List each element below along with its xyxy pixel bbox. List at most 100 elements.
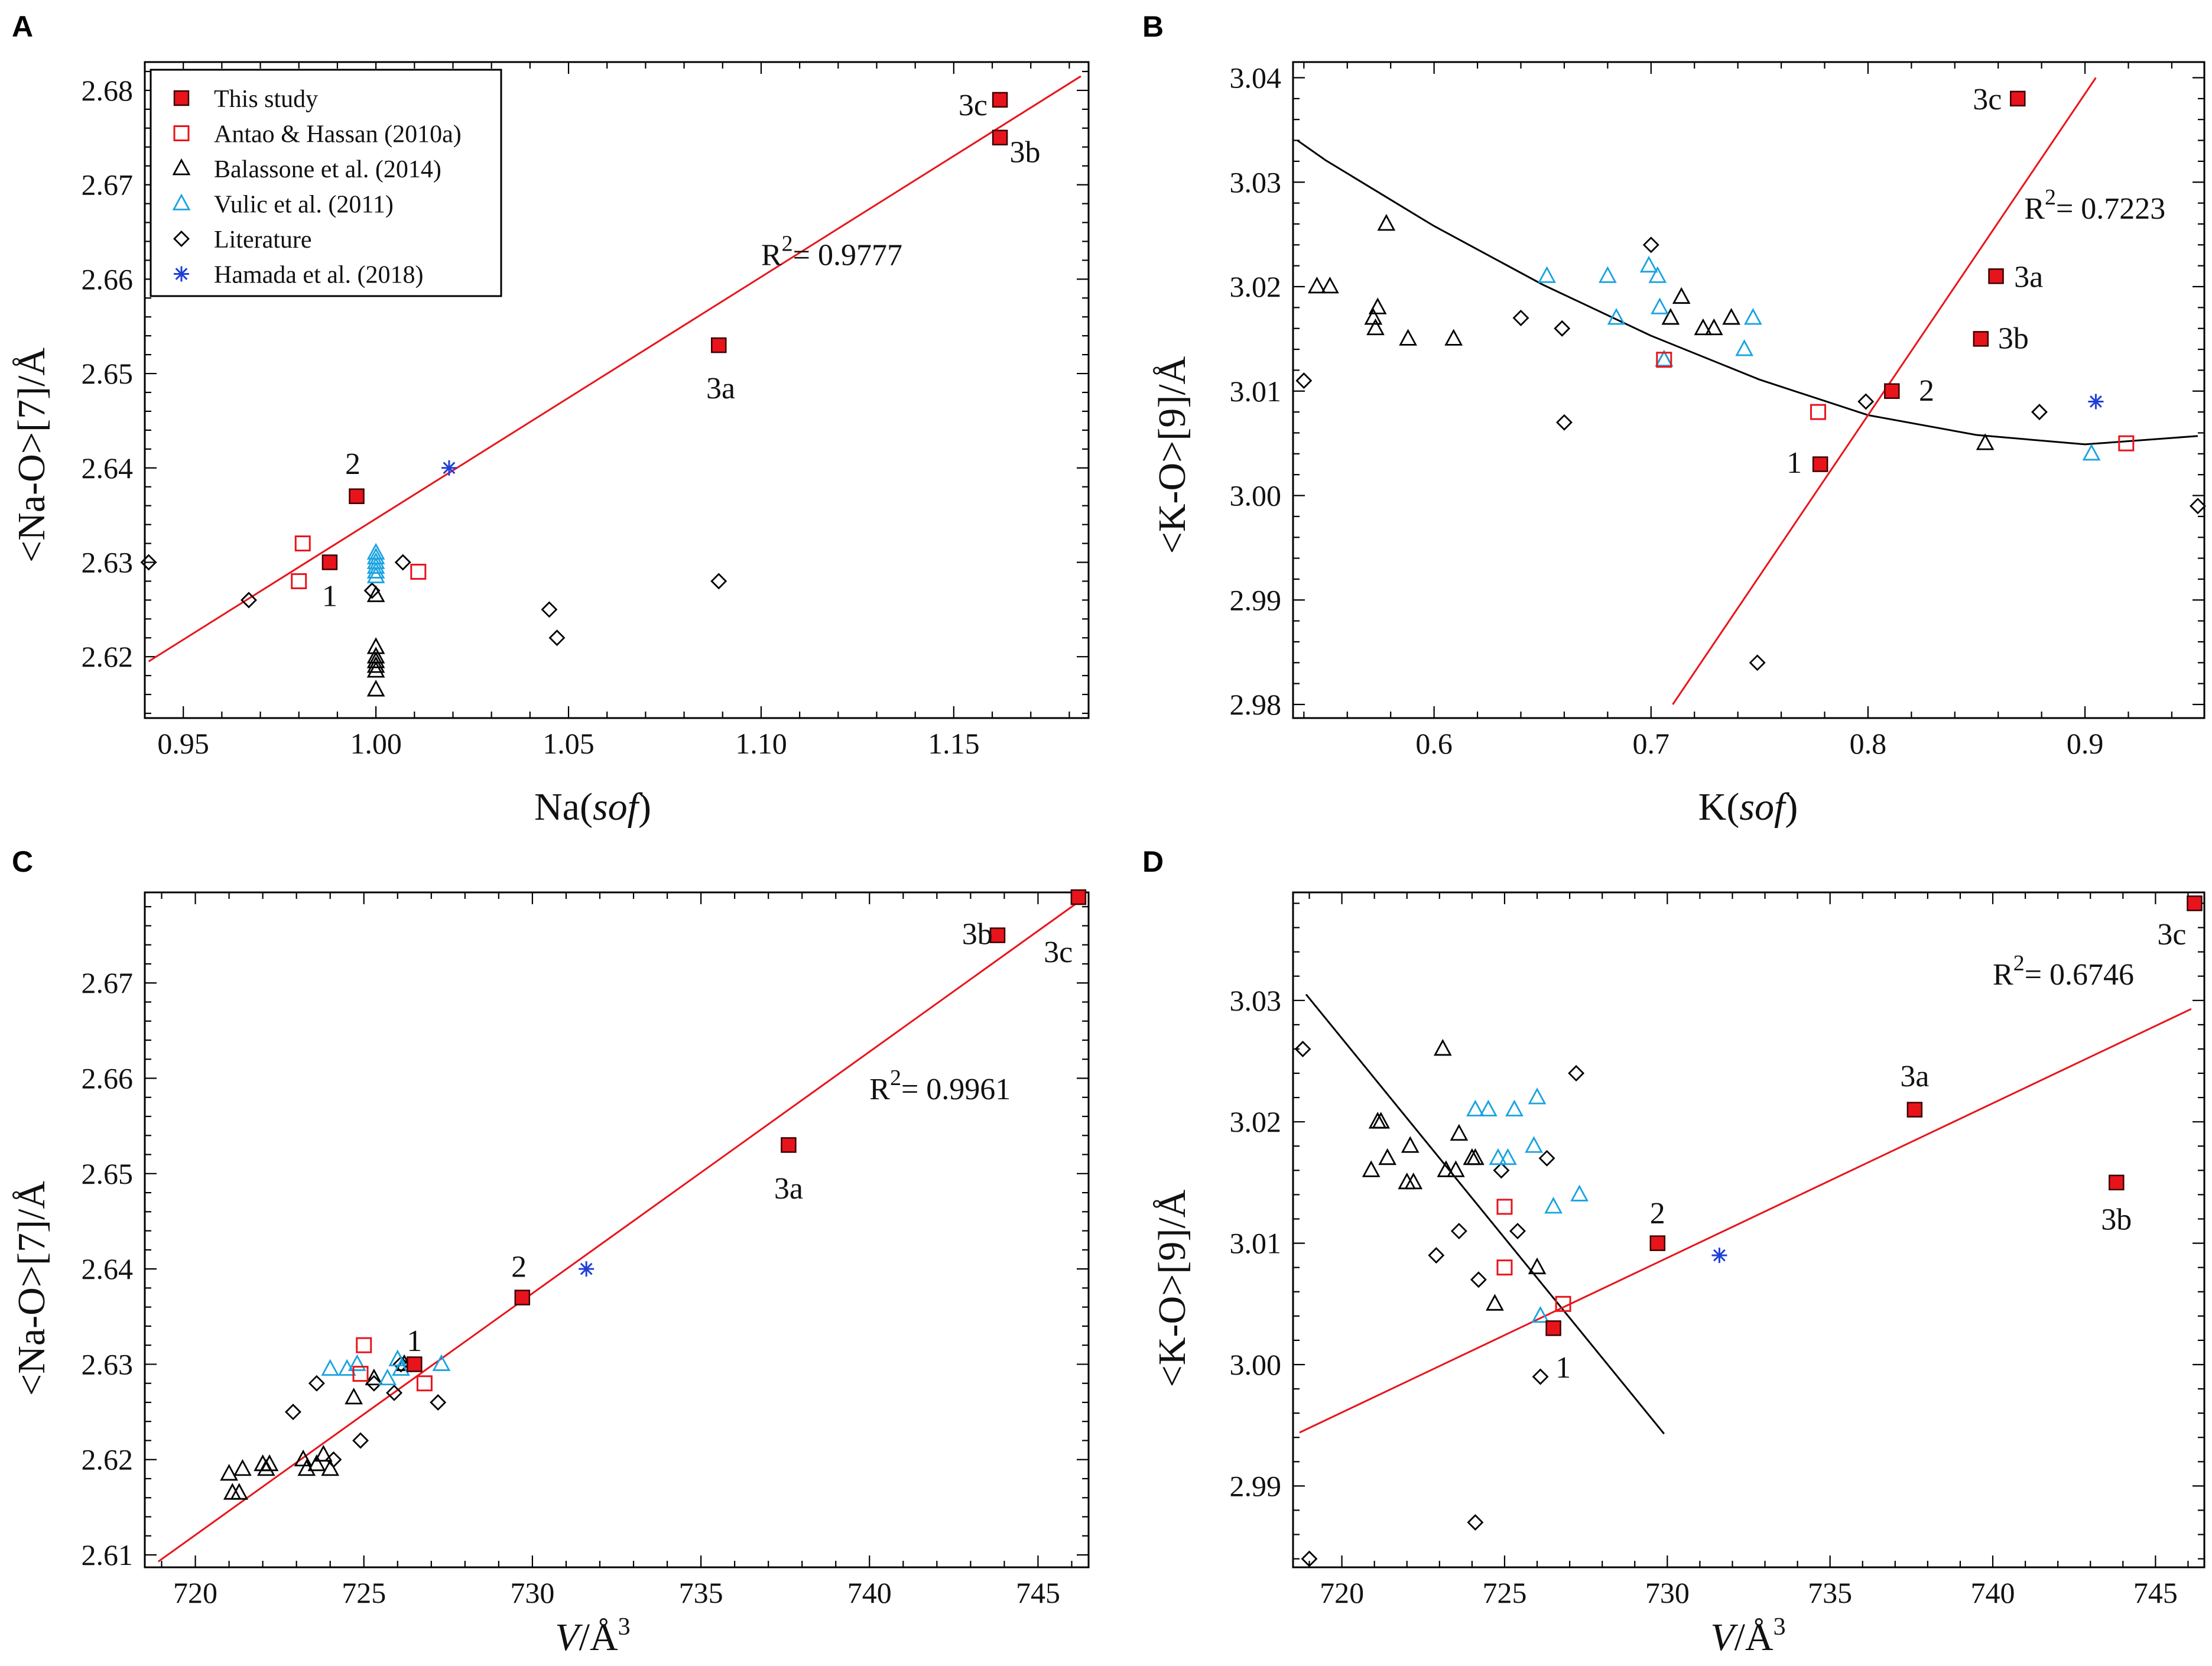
point-balassone [233,1459,252,1476]
point-literature [1555,414,1573,431]
point-this-study [2010,90,2026,107]
x-tick-label: 735 [679,1576,723,1609]
panel-letter-a: A [12,10,33,43]
y-tick-label: 2.63 [82,545,134,579]
point-label: 3b [962,917,993,951]
point-balassone [345,1387,363,1405]
point-literature [1538,1149,1555,1167]
point-vulic [1735,339,1754,356]
plot-frame [1292,61,2205,719]
point-this-study [321,554,338,570]
point-literature [394,554,411,571]
point-vulic [1648,266,1667,283]
point-balassone [1704,318,1723,336]
point-balassone [366,680,385,697]
point-balassone [1655,349,1674,367]
point-balassone [1466,1148,1485,1165]
point-vulic [1466,1099,1485,1117]
point-vulic [1525,1136,1543,1153]
panel-letter-b: B [1142,10,1164,43]
point-this-study [1649,1235,1666,1251]
y-tick-label: 3.00 [1230,479,1282,512]
point-balassone [1976,433,1995,450]
panel-b: B 0.6 0.7 0.8 0.9 2.98 2.99 3.00 3.01 3.02 3.03 3.0… [1142,10,2206,829]
y-tick-label: 2.99 [1230,1469,1282,1502]
point-literature [308,1375,325,1392]
point-vulic [321,1359,340,1376]
point-this-study [1884,383,1900,400]
point-label: 3c [2157,918,2186,951]
point-label: 3a [1900,1060,1929,1093]
r-squared-label: R2= 0.9961 [869,1066,1011,1106]
panel-d: D 720 725 730 735 740 745 2.99 3.00 3.01 3.02 3.03 V… [1142,845,2205,1659]
point-vulic [1489,1148,1508,1165]
x-tick-label: 0.6 [1415,727,1453,760]
point-literature [1470,1271,1487,1288]
plot-frame [144,61,1090,719]
y-axis-title: <Na-O>[7]/Å [10,348,53,563]
legend-box [150,69,502,297]
point-balassone [1364,308,1383,325]
point-vulic [1599,266,1617,283]
point-this-study [1812,456,1828,472]
legend-marker-vulic [172,193,191,210]
point-literature [1428,1247,1445,1264]
point-this-study [992,129,1008,146]
y-tick-label: 2.67 [82,966,134,999]
legend-marker-hamada [174,266,189,282]
point-balassone [1437,1160,1456,1177]
point-this-study [2187,895,2203,911]
y-axis-title: <K-O>[9]/Å [1151,1189,1194,1387]
point-balassone [1444,329,1463,346]
point-antao [1555,1295,1571,1312]
legend-entry-antao: Antao & Hassan (2010a) [214,121,462,148]
point-balassone [230,1483,249,1500]
point-balassone [1433,1039,1452,1056]
point-vulic [366,552,385,569]
point-balassone [1450,1123,1469,1141]
point-this-study [1070,889,1087,905]
point-label: 3a [774,1172,803,1206]
x-axis-title: Na(sof) [534,785,651,829]
point-label: 2 [1650,1197,1665,1230]
point-antao [352,1366,369,1382]
point-label: 3c [959,89,988,122]
point-vulic [1499,1148,1517,1165]
point-balassone [1661,308,1680,325]
point-label: 2 [1919,374,1934,408]
point-vulic [1544,1197,1563,1214]
point-balassone [1447,1160,1465,1177]
point-label: 3b [1009,136,1040,170]
x-axis-title: V/Å3 [555,1613,630,1659]
point-this-study [992,92,1008,108]
x-tick-label: 0.8 [1850,727,1887,760]
point-balassone [1486,1294,1504,1311]
point-balassone [1399,329,1417,346]
fit-line-red [157,901,1079,1563]
point-this-study [349,488,365,504]
point-this-study [1973,331,1989,347]
point-vulic [1570,1184,1589,1201]
y-tick-label: 2.64 [82,452,134,485]
x-tick-label: 1.10 [735,727,787,760]
x-tick-label: 740 [847,1576,892,1609]
point-literature [1450,1223,1467,1240]
point-balassone [260,1454,279,1472]
fit-line-red [148,75,1081,662]
point-balassone [366,661,385,678]
legend-entry-this-study: This study [214,86,318,113]
point-label: 3b [1998,322,2029,356]
point-this-study [2109,1174,2125,1191]
point-balassone [1308,277,1326,294]
point-balassone [1321,277,1339,294]
point-antao [1656,352,1672,368]
point-vulic [1651,297,1669,314]
point-label: 3a [706,372,735,405]
point-label: 3c [1973,83,2002,116]
point-literature [1532,1368,1549,1385]
x-tick-label: 725 [342,1576,386,1609]
point-literature [1294,1040,1311,1057]
point-vulic [1743,308,1762,325]
